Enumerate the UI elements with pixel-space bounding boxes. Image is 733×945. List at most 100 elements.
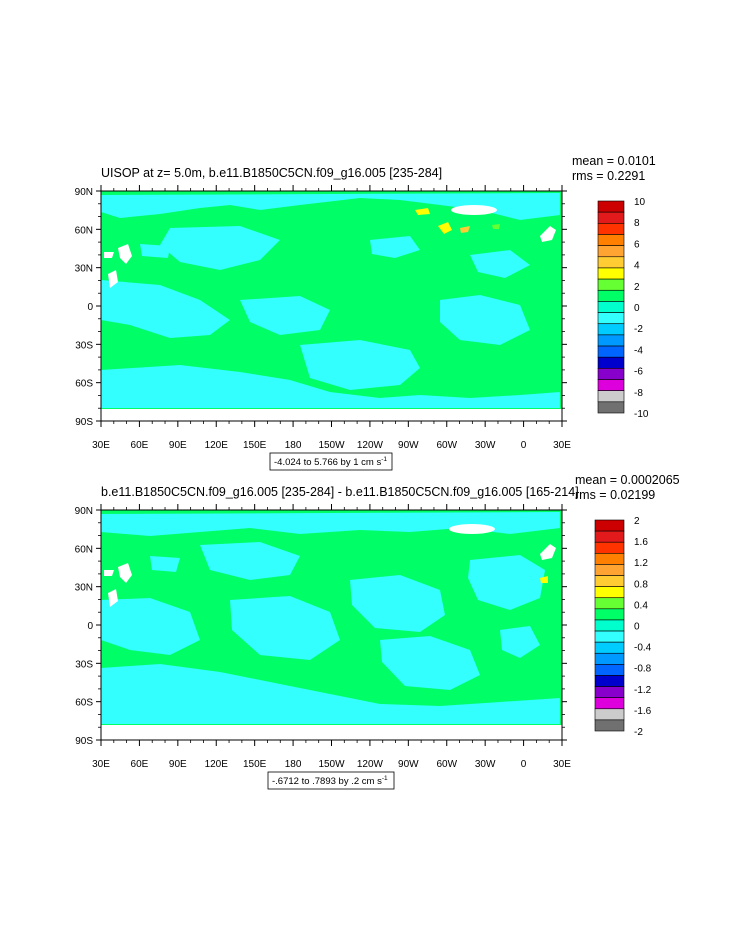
panel-2-x-tick-label: 60E — [131, 759, 149, 770]
panel-1-y-tick-label: 30N — [75, 264, 93, 275]
panel-1-x-tick-label: 0 — [521, 440, 527, 451]
panel-2-title: b.e11.B1850C5CN.f09_g16.005 [235-284] - … — [101, 485, 579, 499]
panel-2-x-tick-label: 30E — [92, 759, 110, 770]
panel-2-colorbar-label: 0.4 — [634, 600, 648, 611]
panel-2-x-tick-label: 0 — [521, 759, 527, 770]
panel-1-field-patches — [101, 193, 560, 408]
panel-1-colorbar-box — [597, 356, 625, 369]
panel-1-y-tick-label: 90N — [75, 187, 93, 198]
panel-2-colorbar-box — [594, 586, 625, 599]
panel-2-colorbar-label: 1.2 — [634, 558, 648, 569]
panel-1-y-tick-label: 60S — [75, 379, 93, 390]
panel-1-colorbar-box — [597, 368, 625, 380]
panel-1-colorbar-box — [597, 390, 625, 403]
panel-2-colorbar-box — [594, 564, 625, 576]
panel-1-colorbar-box — [597, 334, 625, 347]
panel-1-colorbar-label: -10 — [634, 409, 649, 420]
panel-1-contour-note-sup: -1 — [381, 456, 387, 463]
panel-2-colorbar-label: -0.4 — [634, 643, 652, 654]
panel-2-colorbar-box — [594, 630, 625, 643]
panel-2-x-tick-label: 30E — [553, 759, 571, 770]
panel-2-contour-note-text: -.6712 to .7893 by .2 cm s — [272, 776, 382, 787]
panel-2-y-tick-label: 60N — [75, 544, 93, 555]
panel-2-y-tick-label: 30N — [75, 583, 93, 594]
panel-1-colorbar-box — [597, 267, 625, 280]
panel-1-colorbar-box — [597, 223, 625, 235]
panel-2-x-tick-label: 90W — [398, 759, 419, 770]
panel-2-mask — [101, 524, 562, 740]
panel-1-x-tick-label: 90E — [169, 440, 187, 451]
panel-1-y-tick-label: 30S — [75, 340, 93, 351]
panel-1-y-tick-label: 90S — [75, 417, 93, 428]
panel-2-colorbar-label: -2 — [634, 727, 643, 738]
panel-1-colorbar-label: 4 — [634, 261, 640, 272]
panel-1-map — [101, 191, 562, 421]
panel-2-rms: rms = 0.02199 — [575, 488, 655, 502]
panel-2-colorbar-label: 1.6 — [634, 537, 648, 548]
panel-2-y-ticks: 90N 60N 30N 0 30S 60S 90S — [75, 506, 567, 747]
panel-2-colorbar: 2 1.6 1.2 0.8 0.4 0 -0.4 -0.8 -1.2 -1.6 -2 — [594, 516, 652, 738]
panel-1-colorbar: 10 8 6 4 2 0 -2 -4 -6 -8 -10 — [597, 197, 649, 420]
panel-2-colorbar-box — [594, 697, 625, 710]
panel-2-map — [101, 510, 562, 740]
panel-1-title: UISOP at z= 5.0m, b.e11.B1850C5CN.f09_g1… — [101, 166, 442, 180]
panel-2-contour-note-box — [267, 771, 395, 790]
panel-1-mask — [101, 205, 562, 421]
panel-2-y-tick-label: 0 — [87, 621, 93, 632]
panel-1-colorbar-box — [597, 379, 625, 391]
panel-1-y-tick-label: 0 — [87, 302, 93, 313]
panel-1-x-tick-label: 30E — [92, 440, 110, 451]
panel-1-x-tick-label: 60W — [436, 440, 457, 451]
panel-2-field-patches — [101, 512, 560, 724]
panel-2-x-tick-label: 120W — [357, 759, 384, 770]
panel-1-colorbar-box — [597, 245, 625, 258]
panel-1-colorbar-box — [597, 234, 625, 246]
panel-1-x-tick-label: 30W — [475, 440, 496, 451]
panel-2-x-tick-label: 60W — [436, 759, 457, 770]
panel-2-mean: mean = 0.0002065 — [575, 473, 680, 487]
panel-2-x-tick-label: 30W — [475, 759, 496, 770]
panel-2-contour-note: -.6712 to .7893 by .2 cm s-1 — [272, 775, 388, 787]
panel-2-colorbar-box — [594, 719, 625, 732]
panel-1-colorbar-label: 8 — [634, 218, 640, 229]
panel-1-colorbar-box — [597, 200, 625, 213]
panel-2-colorbar-box — [594, 530, 625, 543]
panel-1-y-ticks: 90N 60N 30N 0 30S 60S 90S — [75, 187, 567, 428]
panel-1-colorbar-label: -6 — [634, 367, 643, 378]
panel-2-colorbar-label: -0.8 — [634, 664, 652, 675]
panel-2-colorbar-box — [594, 519, 625, 532]
panel-1-x-tick-label: 120E — [205, 440, 229, 451]
panel-2-colorbar-box — [594, 664, 625, 676]
panel-1-colorbar-box — [597, 401, 625, 414]
panel-2-colorbar-box — [594, 708, 625, 721]
panel-2-colorbar-box — [594, 641, 625, 654]
panel-1-x-ticks: 30E 60E 90E 120E 150E 180 150W 120W 90W 60W 30W 0 30… — [92, 185, 571, 451]
panel-1-colorbar-box — [597, 345, 625, 358]
panel-2-x-tick-label: 120E — [205, 759, 229, 770]
panel-1-colorbar-label: 0 — [634, 303, 640, 314]
panel-2-y-tick-label: 60S — [75, 698, 93, 709]
panel-2-x-ticks: 30E 60E 90E 120E 150E 180 150W 120W 90W 60W 30W 0 30… — [92, 504, 571, 770]
panel-2-x-tick-label: 150W — [318, 759, 345, 770]
panel-2: b.e11.B1850C5CN.f09_g16.005 [235-284] - … — [75, 473, 680, 790]
panel-2-colorbar-label: -1.2 — [634, 685, 652, 696]
panel-1-x-tick-label: 60E — [131, 440, 149, 451]
panel-2-y-tick-label: 90N — [75, 506, 93, 517]
panel-2-x-tick-label: 150E — [243, 759, 267, 770]
panel-1-colorbar-box — [597, 211, 625, 224]
panel-1-field-hotspots — [415, 208, 500, 234]
panel-1-colorbar-label: -4 — [634, 345, 643, 356]
panel-1-mean: mean = 0.0101 — [572, 154, 656, 168]
panel-2-contour-note-sup: -1 — [382, 775, 388, 782]
panel-2-colorbar-box — [594, 541, 625, 554]
panel-1: UISOP at z= 5.0m, b.e11.B1850C5CN.f09_g1… — [75, 154, 656, 471]
panel-2-colorbar-box — [594, 575, 625, 587]
panel-1-colorbar-label: 6 — [634, 239, 640, 250]
panel-1-x-tick-label: 150W — [318, 440, 345, 451]
panel-2-y-tick-label: 90S — [75, 736, 93, 747]
panel-2-colorbar-box — [594, 652, 625, 665]
panel-1-colorbar-box — [597, 312, 625, 325]
panel-2-colorbar-label: 0 — [634, 622, 640, 633]
panel-2-colorbar-label: 2 — [634, 516, 640, 527]
